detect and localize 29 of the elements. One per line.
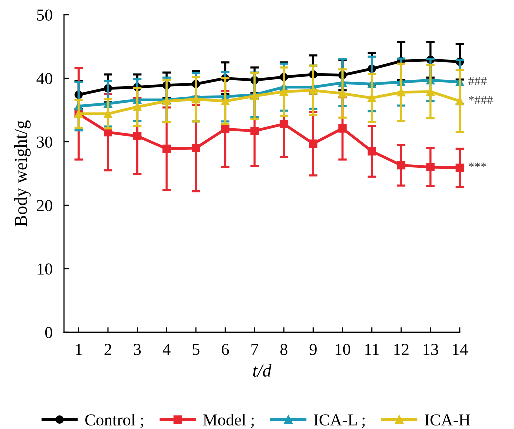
- x-tick-label: 10: [336, 344, 350, 356]
- text: ***: [468, 162, 487, 168]
- y-tick-label: 30: [37, 136, 53, 148]
- x-tick-label: 8: [280, 344, 288, 356]
- legend-label: Control ;: [86, 414, 144, 428]
- x-tick-label: 5: [192, 344, 200, 356]
- x-tick-label: 7: [252, 344, 258, 356]
- x-axis-title: t/d: [253, 364, 272, 377]
- text: ###: [468, 77, 487, 86]
- x-tick-label: 2: [104, 344, 112, 356]
- y-tick-label: 40: [36, 73, 53, 84]
- x-tick-label: 13: [424, 344, 438, 356]
- x-tick-label: 14: [453, 344, 468, 356]
- x-tick-label: 4: [163, 344, 171, 356]
- x-tick-label: 9: [310, 344, 317, 356]
- y-tick-label: 0: [45, 327, 53, 338]
- legend-label: ICA-L ;: [314, 414, 365, 428]
- x-tick-label: 3: [134, 344, 142, 356]
- x-tick-label: 1: [76, 344, 82, 356]
- y-tick-label: 20: [37, 200, 53, 212]
- y-tick-label: 50: [37, 10, 53, 21]
- x-tick-label: 11: [366, 344, 380, 356]
- y-axis-title: Body weight/g: [14, 120, 31, 227]
- x-tick-label: 12: [394, 344, 409, 356]
- x-tick-label: 6: [222, 344, 230, 356]
- text: *###: [468, 96, 494, 104]
- legend-label: ICA-H: [425, 414, 470, 426]
- y-tick-label: 10: [38, 264, 53, 275]
- legend-label: Model ;: [203, 414, 254, 428]
